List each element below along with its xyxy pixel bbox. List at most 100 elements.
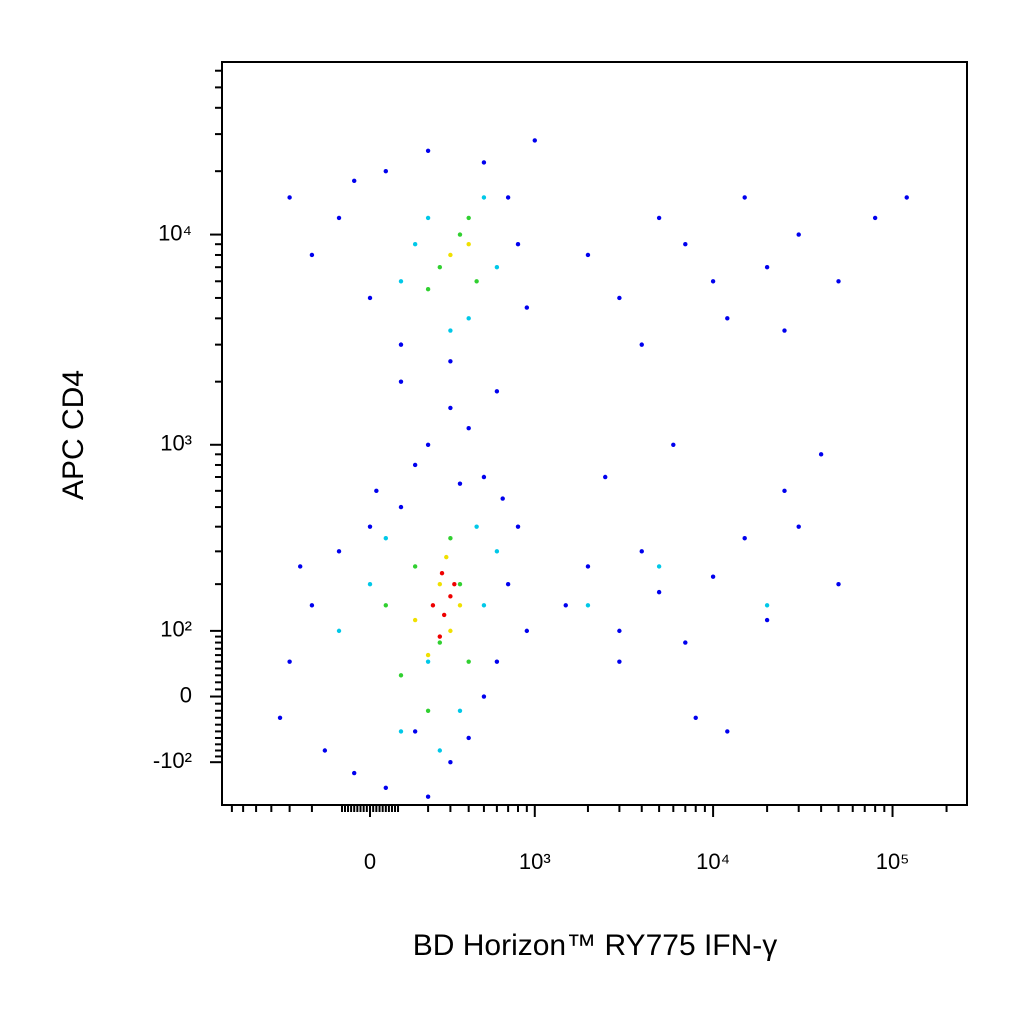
data-point	[904, 195, 909, 200]
data-point	[298, 564, 303, 569]
data-point	[796, 232, 801, 237]
data-point	[412, 242, 418, 247]
data-point	[425, 215, 431, 221]
data-point	[383, 536, 389, 541]
data-point	[515, 242, 521, 247]
data-point	[764, 603, 770, 608]
y-tick-label: -10²	[153, 748, 192, 773]
data-point	[494, 549, 500, 554]
data-point	[309, 252, 315, 258]
data-point	[494, 389, 500, 394]
data-point	[585, 252, 591, 258]
data-point	[481, 694, 487, 699]
data-point	[448, 594, 453, 599]
data-point	[481, 160, 487, 165]
data-point	[425, 708, 431, 713]
data-point	[494, 659, 500, 664]
data-point	[782, 488, 787, 494]
plot-frame	[221, 61, 968, 806]
data-point	[367, 524, 373, 529]
data-point	[505, 195, 511, 200]
data-point	[693, 715, 698, 720]
data-point	[448, 759, 453, 765]
data-point	[710, 574, 716, 579]
data-point	[444, 554, 449, 560]
data-point	[448, 252, 453, 258]
points	[277, 138, 909, 799]
data-point	[524, 628, 530, 634]
data-point	[457, 232, 463, 237]
data-point	[336, 628, 342, 634]
data-point	[764, 617, 770, 623]
data-point	[309, 603, 315, 608]
data-point	[336, 215, 342, 221]
data-point	[398, 504, 404, 510]
data-point	[494, 264, 500, 270]
data-point	[425, 442, 431, 447]
data-point	[412, 564, 418, 569]
data-point	[457, 581, 463, 587]
data-point	[437, 634, 443, 639]
data-point	[742, 536, 747, 541]
data-point	[367, 295, 373, 301]
data-point	[374, 488, 379, 494]
data-point	[725, 316, 730, 321]
x-tick-label: 10⁴	[696, 849, 730, 874]
data-point	[656, 215, 662, 221]
data-point	[466, 659, 471, 664]
data-point	[656, 564, 662, 569]
x-tick-label: 0	[364, 849, 376, 874]
data-point	[836, 581, 841, 587]
data-point	[585, 564, 591, 569]
data-point	[437, 581, 443, 587]
data-point	[412, 462, 418, 468]
data-point	[287, 195, 292, 200]
data-point	[457, 481, 463, 486]
data-point	[287, 659, 292, 664]
data-point	[481, 195, 487, 200]
data-point	[448, 628, 453, 634]
data-point	[425, 148, 431, 153]
data-point	[481, 603, 487, 608]
data-point	[383, 168, 389, 174]
data-point	[352, 178, 357, 184]
y-axis-title: APC CD4	[57, 370, 90, 500]
data-point	[367, 581, 373, 587]
data-point	[457, 708, 463, 713]
data-point	[437, 640, 443, 645]
data-point	[603, 474, 608, 480]
data-point	[515, 524, 521, 529]
data-point	[277, 715, 283, 720]
data-point	[742, 195, 747, 200]
data-point	[836, 279, 841, 284]
x-tick-label: 10⁵	[876, 849, 910, 874]
data-point	[437, 264, 443, 270]
data-point	[466, 426, 471, 431]
data-point	[398, 379, 404, 384]
data-point	[500, 496, 505, 501]
data-point	[782, 328, 787, 333]
data-point	[872, 215, 878, 221]
data-point	[466, 215, 471, 221]
data-point	[466, 242, 471, 247]
data-point	[818, 452, 824, 457]
data-point	[474, 524, 479, 529]
data-point	[725, 729, 730, 734]
y-tick-label: 0	[180, 682, 192, 707]
data-point	[398, 673, 404, 678]
data-point	[398, 729, 404, 734]
data-point	[398, 342, 404, 347]
x-axis-title: BD Horizon™ RY775 IFN-γ	[413, 929, 778, 962]
data-point	[439, 570, 445, 576]
data-point	[425, 794, 431, 799]
data-point	[466, 735, 471, 741]
y-tick-label: 10³	[160, 431, 192, 456]
data-point	[322, 748, 328, 753]
data-point	[474, 279, 479, 284]
y-tick-label: 10⁴	[158, 220, 192, 245]
data-point	[505, 581, 511, 587]
data-point	[383, 603, 389, 608]
data-point	[617, 659, 622, 664]
data-point	[448, 359, 453, 364]
